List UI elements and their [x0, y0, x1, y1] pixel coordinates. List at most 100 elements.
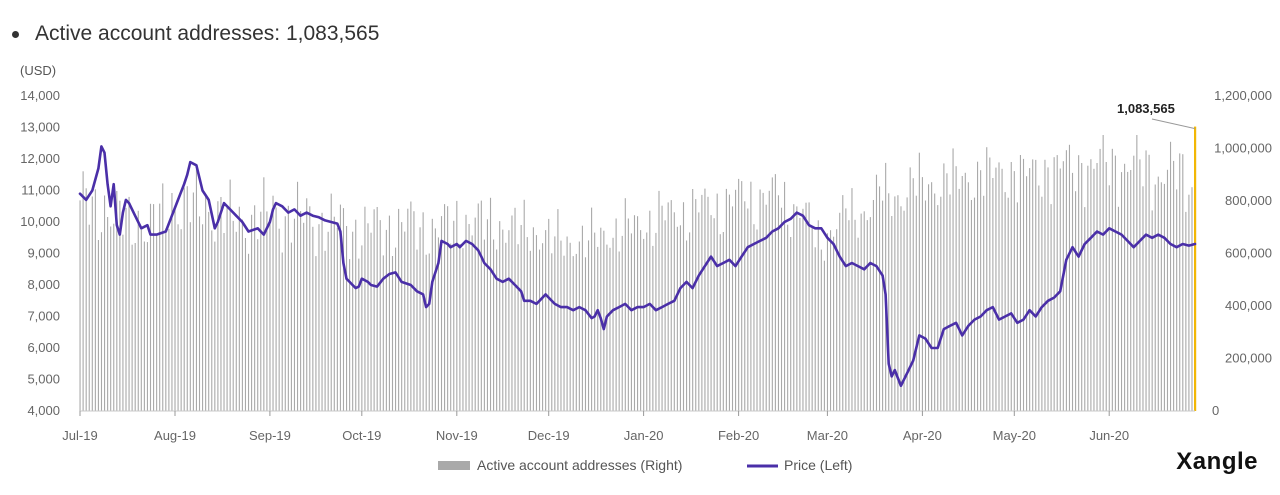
legend-bar-swatch — [438, 461, 470, 470]
x-axis-tick-label: May-20 — [993, 428, 1036, 443]
address-bar — [171, 193, 173, 411]
address-bar — [202, 224, 204, 411]
address-bar — [842, 195, 844, 411]
address-bar — [499, 221, 501, 411]
address-bar — [296, 181, 299, 411]
address-bar — [643, 238, 645, 411]
address-bar — [897, 195, 899, 411]
address-bar — [177, 224, 179, 411]
x-axis-tick-label: Nov-19 — [436, 428, 478, 443]
address-bar — [557, 209, 559, 411]
address-bar — [1041, 196, 1043, 411]
address-bar — [247, 253, 250, 411]
address-bar — [321, 212, 323, 411]
address-bar — [946, 173, 948, 411]
address-bar — [113, 223, 115, 411]
address-bar — [1075, 191, 1077, 411]
address-bar — [447, 206, 449, 411]
address-bar — [759, 189, 761, 411]
address-bar — [701, 194, 703, 411]
address-bar — [330, 193, 332, 411]
address-bar — [346, 226, 348, 411]
address-bar — [477, 203, 479, 411]
brand-logo: Xangle — [1176, 448, 1258, 475]
address-bar — [149, 203, 152, 411]
address-bar — [456, 200, 458, 411]
address-bar — [174, 208, 176, 411]
address-bar — [159, 203, 161, 411]
legend-price-label: Price (Left) — [784, 457, 852, 473]
address-bar — [355, 219, 357, 411]
address-bar — [836, 229, 838, 411]
address-bar — [352, 231, 354, 411]
address-bar — [107, 217, 109, 411]
address-bar — [1004, 192, 1006, 411]
address-bar — [1099, 148, 1101, 411]
address-bar — [646, 232, 648, 411]
address-bar — [664, 220, 666, 411]
address-bar — [548, 218, 550, 411]
address-bar — [1117, 206, 1120, 411]
left-axis-tick-label: 10,000 — [20, 214, 60, 229]
address-bar — [928, 184, 930, 411]
address-bar — [980, 170, 982, 411]
right-axis-tick-label: 800,000 — [1225, 193, 1272, 208]
address-bar — [989, 157, 991, 411]
address-bar — [401, 222, 403, 411]
address-bar — [342, 208, 345, 411]
bars-group — [79, 126, 1197, 412]
address-bar — [731, 206, 734, 411]
address-bar — [1019, 155, 1021, 411]
address-bar — [940, 196, 942, 411]
address-bar — [921, 177, 923, 411]
chart-heading: Active account addresses: 1,083,565 — [12, 22, 379, 46]
address-bar — [725, 188, 727, 411]
address-bar — [735, 189, 737, 411]
address-bar — [860, 213, 862, 411]
address-bar — [312, 226, 314, 411]
address-bar — [704, 188, 706, 411]
address-bar — [1010, 162, 1012, 411]
address-bar — [903, 210, 905, 411]
address-bar — [349, 259, 351, 411]
address-bar — [955, 166, 957, 411]
address-bar — [496, 249, 498, 411]
x-axis-tick-label: Oct-19 — [342, 428, 381, 443]
address-bar — [1062, 161, 1064, 411]
address-bar — [814, 247, 816, 411]
address-bar — [676, 226, 678, 411]
address-bar — [511, 215, 513, 411]
address-bar — [891, 216, 893, 411]
address-bar — [823, 260, 825, 411]
address-bar — [100, 232, 103, 411]
address-bar — [633, 215, 636, 411]
address-bar — [450, 243, 452, 411]
address-bar — [750, 181, 752, 411]
address-bar — [1169, 141, 1172, 412]
address-bar — [1142, 186, 1144, 411]
address-bar — [869, 217, 871, 411]
address-bar — [741, 181, 743, 411]
address-bar — [1056, 155, 1058, 411]
x-axis-tick-label: Jul-19 — [62, 428, 97, 443]
bullet-icon — [12, 30, 19, 38]
address-bar — [581, 225, 583, 411]
address-bar — [468, 224, 470, 411]
address-bar — [667, 202, 669, 411]
address-bar — [572, 256, 574, 411]
address-bar — [272, 195, 274, 411]
x-axis-tick-label: Mar-20 — [807, 428, 848, 443]
address-bar — [462, 248, 464, 411]
address-bar — [716, 193, 718, 411]
address-bar — [82, 171, 84, 411]
address-bar — [94, 189, 96, 411]
address-bar — [198, 216, 201, 411]
price-line — [78, 145, 1197, 388]
address-bar — [502, 229, 504, 411]
address-bar — [1065, 150, 1067, 411]
address-bar — [839, 212, 841, 411]
address-bar — [1078, 155, 1080, 411]
address-bar — [612, 237, 614, 411]
address-bar — [153, 204, 155, 411]
address-bar — [367, 223, 369, 411]
